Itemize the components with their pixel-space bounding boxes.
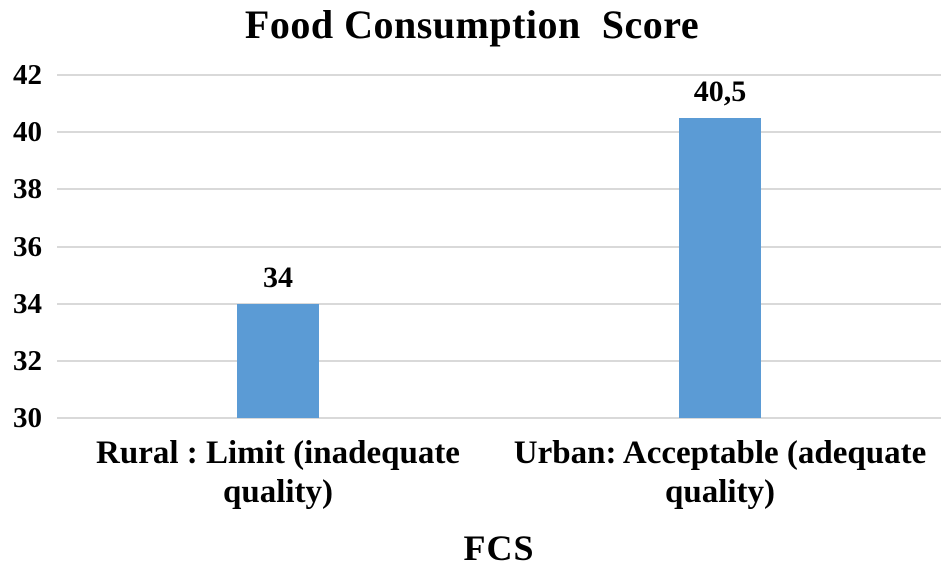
- bar-value-label: 40,5: [693, 74, 747, 108]
- y-axis-tick-label: 38: [13, 173, 42, 206]
- gridline: [57, 188, 941, 191]
- category-label: Rural : Limit (inadequate quality): [96, 435, 460, 510]
- gridline: [57, 302, 941, 305]
- y-axis-tick-label: 30: [13, 402, 42, 434]
- bar-value-label: 34: [263, 260, 293, 294]
- y-axis-tick-label: 32: [13, 344, 42, 377]
- gridline: [57, 359, 941, 362]
- gridline: [57, 245, 941, 248]
- gridline: [57, 74, 941, 76]
- y-axis-tick-label: 40: [13, 116, 42, 149]
- bar: [679, 117, 761, 418]
- bar: [237, 303, 319, 418]
- y-axis-tick-label: 34: [13, 287, 42, 320]
- category-label: Urban: Acceptable (adequate quality): [513, 435, 927, 510]
- plot-area: 34 40,5: [57, 74, 941, 419]
- gridline: [57, 131, 941, 134]
- x-axis-title: FCS: [463, 528, 535, 567]
- y-axis-tick-label: 36: [13, 230, 42, 263]
- chart-title: Food Consumption Score: [244, 2, 700, 47]
- y-axis-tick-label: 42: [13, 59, 42, 91]
- gridline: [57, 417, 941, 419]
